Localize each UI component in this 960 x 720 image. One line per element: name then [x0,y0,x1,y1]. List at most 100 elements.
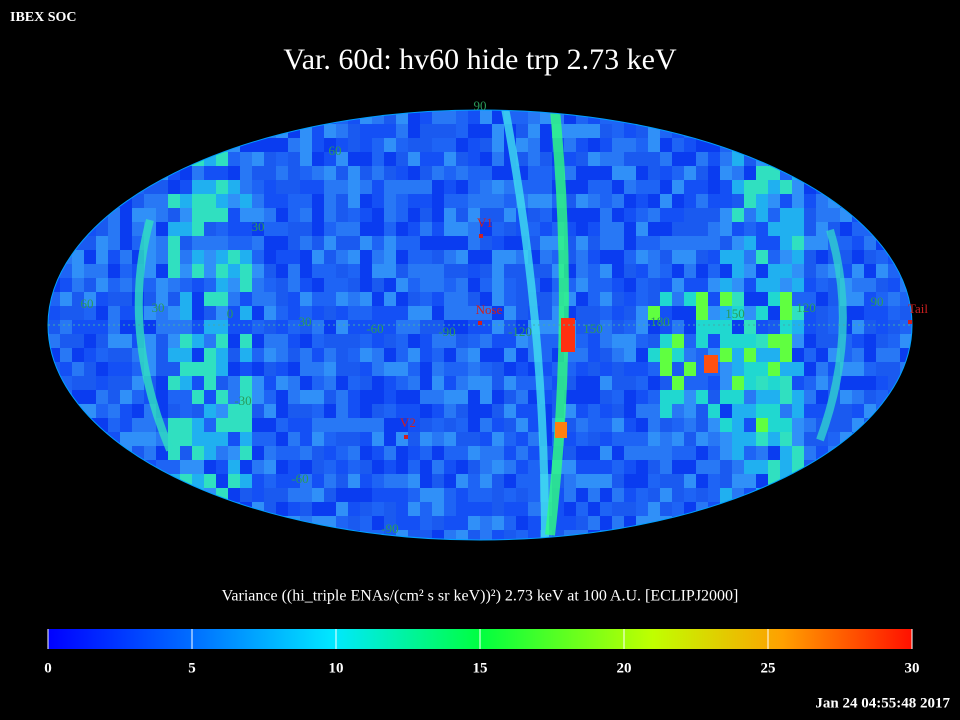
map-cell [492,376,504,390]
map-cell [480,292,492,306]
map-cell [516,278,528,292]
map-cell [576,404,588,418]
map-cell [180,264,192,278]
map-cell [852,278,864,292]
map-cell [780,460,792,474]
map-cell [300,334,312,348]
map-cell [84,502,96,516]
map-cell [756,236,768,250]
map-cell [120,208,132,222]
map-cell [804,306,816,320]
map-cell [96,110,108,124]
map-cell [324,124,336,138]
map-cell [480,138,492,152]
map-cell [468,194,480,208]
map-cell [444,418,456,432]
map-cell [600,180,612,194]
map-cell [468,222,480,236]
map-cell [792,376,804,390]
map-cell [504,488,516,502]
map-cell [588,138,600,152]
map-cell [372,432,384,446]
map-cell [816,110,828,124]
colorbar-tick-label: 5 [188,660,196,676]
map-cell [360,376,372,390]
map-cell [816,376,828,390]
map-cell [876,418,888,432]
map-cell [132,530,144,540]
map-cell [84,222,96,236]
map-cell [168,376,180,390]
map-cell [84,264,96,278]
map-cell [600,124,612,138]
map-cell [372,460,384,474]
map-cell [156,460,168,474]
map-cell [408,348,420,362]
map-cell [156,306,168,320]
map-cell [48,152,60,166]
map-cell [768,530,780,540]
map-cell [780,306,792,320]
map-cell [168,418,180,432]
map-cell [180,418,192,432]
map-cell [888,474,900,488]
map-cell [864,264,876,278]
map-cell [180,334,192,348]
map-cell [396,446,408,460]
map-cell [168,152,180,166]
map-cell [696,334,708,348]
map-cell [576,334,588,348]
map-cell [384,432,396,446]
map-cell [504,236,516,250]
map-cell [828,460,840,474]
map-cell [336,502,348,516]
map-cell [780,250,792,264]
map-cell [240,222,252,236]
map-cell [840,138,852,152]
map-cell [684,460,696,474]
map-cell [72,236,84,250]
map-cell [336,292,348,306]
map-cell [540,166,552,180]
map-cell [696,376,708,390]
map-cell [624,110,636,124]
map-cell [828,516,840,530]
map-cell [300,488,312,502]
map-cell [720,488,732,502]
map-cell [84,110,96,124]
map-cell [396,502,408,516]
map-cell [408,362,420,376]
map-cell [492,446,504,460]
map-cell [192,376,204,390]
map-cell [420,138,432,152]
map-cell [276,208,288,222]
map-cell [468,460,480,474]
map-cell [444,404,456,418]
map-cell [240,138,252,152]
map-cell [648,124,660,138]
map-cell [852,222,864,236]
longitude-label: 30 [299,314,312,329]
map-cell [132,516,144,530]
map-cell [132,194,144,208]
map-cell [720,516,732,530]
map-cell [588,376,600,390]
map-cell [372,306,384,320]
map-cell [456,306,468,320]
map-cell [60,110,72,124]
map-cell [504,264,516,278]
map-cell [612,362,624,376]
map-cell [216,376,228,390]
map-cell [516,376,528,390]
map-cell [48,474,60,488]
map-cell [900,474,912,488]
map-cell [672,362,684,376]
map-cell [564,460,576,474]
map-cell [72,432,84,446]
colorbar-tick-label: 30 [905,660,920,676]
map-cell [768,334,780,348]
map-cell [840,460,852,474]
map-cell [660,194,672,208]
map-cell [348,530,360,540]
map-cell [336,152,348,166]
